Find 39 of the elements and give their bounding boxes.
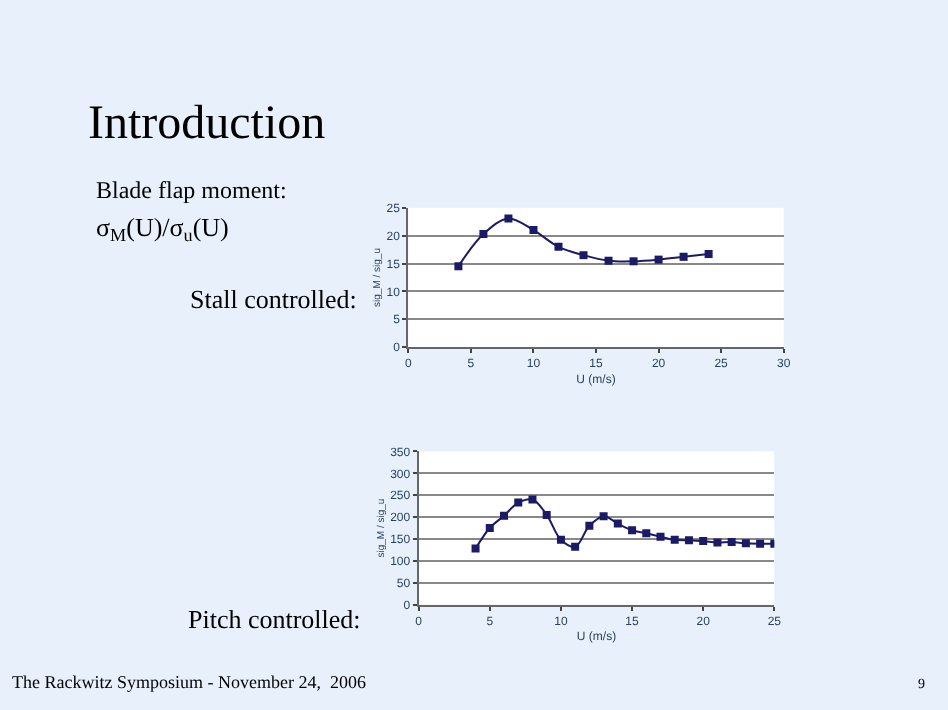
point: [571, 542, 580, 551]
point: [579, 251, 588, 260]
text: Pitch controlled:: [188, 604, 361, 634]
point: [756, 539, 765, 548]
point: [504, 214, 513, 223]
point: [699, 537, 708, 546]
point: [528, 495, 537, 504]
point: [684, 536, 693, 545]
point: [599, 512, 608, 521]
text: The Rackwitz Symposium - November 24, 2006: [12, 672, 367, 692]
point: [713, 538, 722, 547]
point: [542, 510, 551, 519]
point: [679, 252, 688, 261]
point: [642, 529, 651, 538]
text: Stall controlled:: [190, 284, 357, 314]
point: [485, 524, 494, 532]
chart-title: Introduction: [88, 98, 326, 150]
point: [500, 511, 509, 520]
point: [529, 226, 538, 235]
point: [670, 535, 679, 544]
point: [704, 250, 713, 259]
point: [454, 262, 463, 271]
point: [628, 526, 637, 535]
line-series: [471, 495, 775, 553]
point: [556, 535, 565, 544]
point: [514, 498, 523, 507]
point: [727, 538, 736, 546]
point: [471, 544, 480, 553]
text: Blade flap moment:: [96, 176, 287, 204]
point: [629, 257, 638, 266]
point: [604, 256, 613, 265]
point: [554, 242, 563, 251]
point: [741, 539, 750, 548]
point: [479, 230, 488, 238]
point: [654, 255, 663, 264]
point: [585, 521, 594, 530]
point: [613, 519, 622, 528]
text: σ$_{M}$(U)/σ$_{u}$(U): [96, 212, 229, 246]
point: [656, 532, 665, 541]
